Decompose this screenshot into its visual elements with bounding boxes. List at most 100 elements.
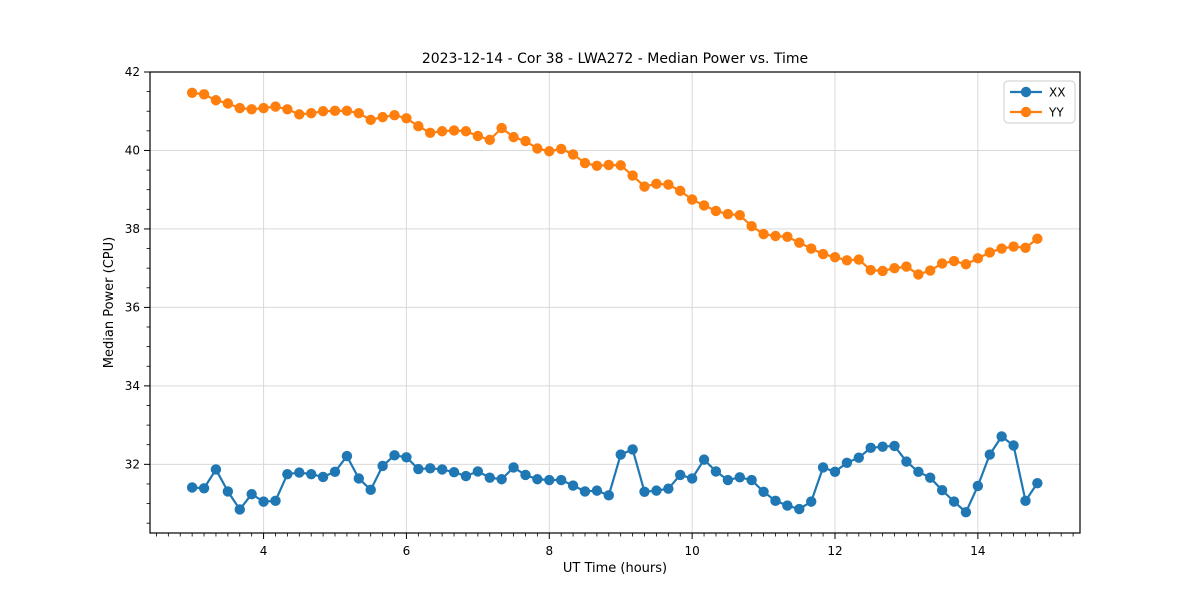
data-point-XX	[877, 441, 888, 452]
data-point-XX	[210, 464, 222, 475]
data-point-YY	[222, 98, 234, 109]
data-point-YY	[853, 254, 864, 265]
data-point-YY	[877, 265, 888, 277]
data-point-YY	[508, 131, 519, 143]
data-point-XX	[186, 482, 198, 493]
data-point-YY	[984, 247, 995, 258]
data-point-XX	[710, 466, 722, 477]
data-point-YY	[294, 109, 305, 120]
data-point-XX	[389, 450, 400, 461]
data-point-YY	[782, 231, 793, 242]
data-point-XX	[972, 480, 984, 492]
y-axis-label: Median Power (CPU)	[102, 237, 117, 368]
data-point-YY	[615, 160, 626, 171]
data-point-YY	[246, 104, 257, 115]
data-point-YY	[448, 125, 460, 136]
data-point-XX	[413, 463, 424, 475]
data-point-XX	[460, 470, 472, 482]
x-tick-label: 14	[970, 544, 985, 558]
data-point-XX	[841, 457, 853, 468]
x-tick-label: 4	[260, 544, 268, 558]
data-point-XX	[234, 504, 245, 515]
data-point-XX	[544, 474, 555, 486]
data-point-XX	[317, 471, 329, 483]
data-point-YY	[401, 113, 412, 124]
data-point-YY	[270, 101, 281, 112]
data-point-YY	[806, 243, 817, 254]
data-point-YY	[413, 120, 424, 132]
data-point-XX	[353, 473, 364, 484]
legend: XX YY	[1003, 80, 1076, 124]
data-point-XX	[960, 507, 972, 518]
data-point-XX	[627, 444, 638, 455]
data-point-XX	[948, 496, 960, 507]
data-point-XX	[639, 486, 650, 498]
data-point-YY	[234, 102, 245, 114]
data-point-XX	[984, 449, 995, 460]
data-point-YY	[901, 261, 912, 272]
data-point-YY	[484, 134, 495, 146]
data-point-XX	[722, 474, 734, 486]
data-point-XX	[901, 456, 912, 467]
data-point-YY	[710, 205, 722, 217]
data-point-XX	[770, 495, 781, 507]
x-tick-label: 6	[403, 544, 411, 558]
data-point-XX	[282, 468, 293, 480]
data-point-YY	[317, 106, 329, 117]
data-point-YY	[686, 194, 698, 205]
data-point-XX	[663, 483, 674, 494]
data-point-YY	[996, 243, 1007, 254]
data-point-YY	[722, 208, 734, 220]
data-point-XX	[401, 452, 412, 463]
data-point-XX	[448, 466, 460, 478]
data-point-XX	[270, 495, 281, 507]
data-point-YY	[377, 111, 388, 123]
data-point-XX	[651, 485, 662, 496]
x-tick-label: 8	[545, 544, 553, 558]
data-point-XX	[865, 442, 876, 454]
data-point-YY	[556, 143, 567, 155]
data-point-XX	[675, 469, 686, 481]
data-point-YY	[198, 89, 210, 100]
data-point-XX	[996, 431, 1007, 442]
data-point-YY	[817, 248, 829, 260]
data-point-XX	[758, 486, 769, 498]
data-point-YY	[794, 237, 805, 248]
data-point-YY	[353, 107, 364, 119]
data-point-XX	[294, 467, 305, 478]
data-point-XX	[603, 490, 614, 501]
data-point-YY	[567, 149, 579, 160]
data-point-XX	[794, 503, 805, 515]
data-point-XX	[746, 474, 757, 486]
data-point-XX	[1008, 440, 1019, 451]
data-point-YY	[913, 269, 924, 280]
data-point-XX	[1032, 477, 1043, 489]
data-point-XX	[222, 486, 234, 497]
data-point-XX	[817, 462, 829, 473]
data-point-YY	[960, 259, 972, 270]
data-point-XX	[913, 466, 924, 477]
data-point-YY	[663, 179, 674, 190]
data-point-YY	[889, 262, 900, 274]
data-point-YY	[258, 102, 269, 114]
data-point-YY	[425, 127, 436, 139]
y-tick-label: 32	[125, 457, 140, 471]
data-point-XX	[829, 466, 841, 477]
data-point-YY	[341, 105, 353, 117]
data-point-YY	[925, 265, 936, 276]
data-point-XX	[734, 472, 745, 483]
data-point-XX	[246, 488, 257, 500]
data-point-YY	[186, 87, 198, 98]
data-point-XX	[496, 474, 507, 485]
data-point-XX	[508, 462, 519, 473]
data-point-XX	[567, 480, 579, 491]
data-point-YY	[472, 130, 484, 142]
data-point-YY	[627, 170, 638, 181]
data-point-YY	[603, 159, 614, 171]
series-layer	[186, 87, 1043, 518]
data-point-YY	[770, 230, 781, 242]
x-axis-label: UT Time (hours)	[563, 561, 667, 576]
data-point-XX	[306, 468, 317, 480]
data-point-XX	[925, 472, 936, 483]
